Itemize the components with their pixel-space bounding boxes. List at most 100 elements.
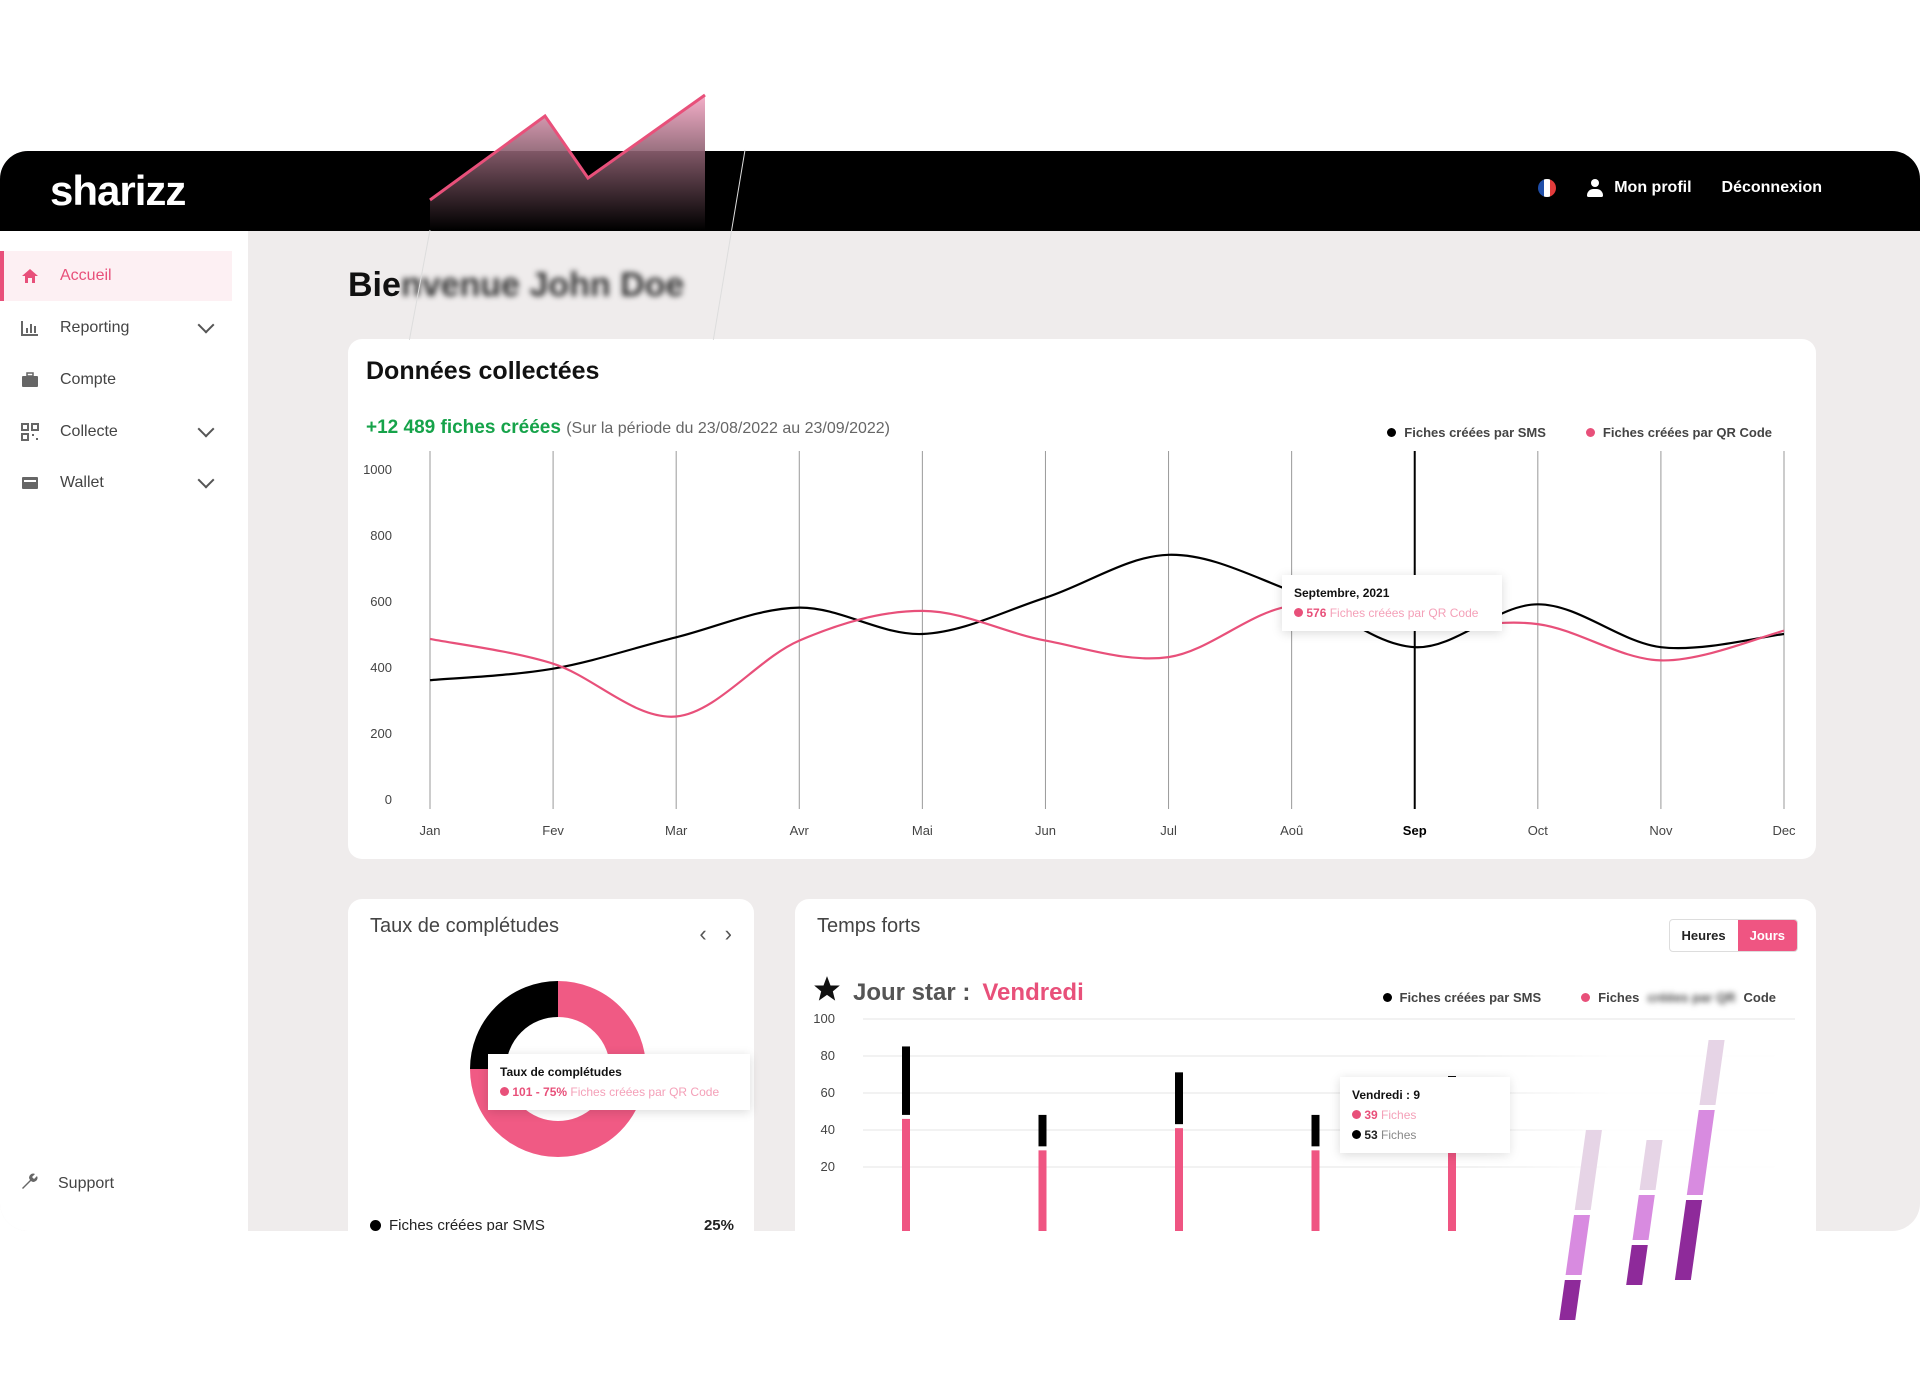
qr-series-line: [429, 604, 1785, 718]
qr-code-icon: [20, 423, 40, 441]
bar-sms: [1038, 1114, 1047, 1147]
sidebar-item-label: Compte: [60, 371, 117, 388]
legend-item-sms[interactable]: Fiches créées par SMS: [1387, 425, 1546, 440]
tooltip-label: Fiches: [1381, 1128, 1417, 1142]
bar-qr: [1038, 1150, 1047, 1231]
tooltip-dot: [500, 1087, 509, 1096]
profile-button[interactable]: Mon profil: [1586, 179, 1692, 197]
french-flag-icon[interactable]: [1538, 179, 1557, 197]
decorative-bar: [1558, 1280, 1581, 1320]
legend-item-sms[interactable]: Fiches créées par SMS: [1382, 990, 1542, 1005]
chevron-down-icon[interactable]: [197, 420, 215, 438]
sidebar: Accueil Reporting Compte Collecte: [0, 231, 248, 1231]
total-count: +12 489 fiches créées: [366, 417, 561, 438]
donut-legend: Fiches créées par SMS 25%: [370, 1217, 734, 1231]
x-tick-label: Jun: [1035, 823, 1056, 838]
sidebar-item-compte[interactable]: Compte: [0, 355, 232, 405]
chevron-left-icon[interactable]: ‹: [699, 921, 707, 946]
bar-qr: [1448, 1120, 1456, 1231]
y-tick-label: 0: [385, 792, 392, 807]
user-icon: [1586, 179, 1604, 197]
decorative-bar: [1639, 1140, 1663, 1190]
tooltip-title: Taux de complétudes: [500, 1065, 622, 1079]
y-tick-label: 40: [821, 1122, 835, 1137]
support-link[interactable]: Support: [20, 1171, 114, 1196]
line-chart[interactable]: 0 200 400 600 800 1000 Jan Fev Mar Avr Mai Jun Jul Ao…: [348, 339, 1816, 859]
decorative-bar: [1686, 1110, 1715, 1195]
legend-label: Fiches: [1598, 990, 1640, 1005]
chevron-down-icon[interactable]: [197, 316, 215, 334]
y-tick-label: 400: [370, 660, 392, 675]
bar-sms: [1311, 1114, 1320, 1147]
card-title: Taux de complétudes: [370, 915, 560, 937]
tooltip-value: 101 - 75%: [512, 1085, 568, 1099]
x-tick-label: Mai: [912, 823, 933, 838]
decorative-bar: [1699, 1040, 1725, 1105]
legend-item-qr[interactable]: Fiches créées par QR Code: [1585, 425, 1772, 440]
decorative-edge: [408, 149, 746, 340]
period-toggle: Heures Jours: [1668, 919, 1798, 952]
tooltip-label: Fiches créées par QR Code: [1329, 606, 1479, 620]
bottom-area: [0, 1231, 1920, 1385]
tooltip-label: Fiches créées par QR Code: [570, 1085, 720, 1099]
bar-legend: Fiches créées par SMS Fiches créées par Q…: [1382, 990, 1776, 1005]
legend-label: Fiches créées par QR Code: [1602, 425, 1772, 440]
sidebar-item-reporting[interactable]: Reporting: [0, 303, 232, 353]
chevron-right-icon[interactable]: ›: [724, 921, 732, 946]
star-label: Jour star :: [853, 978, 971, 1006]
y-tick-label: 60: [821, 1085, 835, 1100]
legend-label: Fiches créées par SMS: [1399, 990, 1542, 1005]
welcome-title: Bienvenue John Doe: [348, 266, 684, 305]
logo[interactable]: sharizz: [50, 167, 186, 214]
legend-item-sms: Fiches créées par SMS: [370, 1217, 545, 1231]
home-icon: [20, 267, 40, 285]
donut-tooltip: Taux de complétudes 101 - 75% Fiches cré…: [488, 1054, 750, 1110]
app-window: sharizz Mon profil Déconnexion Accueil R…: [0, 151, 1920, 1231]
tooltip-title: Vendredi : 9: [1352, 1088, 1421, 1102]
x-tick-label: Nov: [1649, 823, 1673, 838]
bar-qr: [1311, 1150, 1320, 1231]
top-bar: sharizz Mon profil Déconnexion: [0, 151, 1920, 231]
tooltip-value: 39: [1364, 1108, 1378, 1122]
sms-series-line: [429, 553, 1785, 682]
legend-label: Fiches créées par SMS: [1404, 425, 1546, 440]
y-tick-label: 100: [813, 1011, 835, 1026]
tooltip-title: Septembre, 2021: [1294, 586, 1390, 600]
total-period: (Sur la période du 23/08/2022 au 23/09/2…: [566, 420, 891, 437]
sidebar-item-collecte[interactable]: Collecte: [0, 407, 232, 457]
decorative-bar: [1674, 1200, 1703, 1280]
decorative-bar: [1632, 1195, 1655, 1240]
x-tick-label: Sep: [1403, 823, 1427, 838]
chevron-down-icon[interactable]: [197, 471, 215, 489]
legend-dot: [1585, 428, 1595, 437]
total-summary: +12 489 fiches créées (Sur la période du…: [366, 417, 890, 439]
sidebar-item-label: Accueil: [60, 267, 112, 284]
card-nav: ‹ ›: [699, 921, 732, 947]
x-tick-label: Fev: [542, 823, 564, 838]
tooltip-dot: [1294, 608, 1303, 617]
x-tick-label: Oct: [1528, 823, 1549, 838]
legend-dot: [1387, 428, 1397, 437]
x-tick-label: Aoû: [1280, 823, 1303, 838]
y-tick-label: 200: [370, 726, 392, 741]
legend-label: Code: [1743, 990, 1777, 1005]
sidebar-item-wallet[interactable]: Wallet: [0, 458, 232, 508]
donut-slice-qr: [470, 981, 646, 1157]
toggle-hours[interactable]: Heures: [1681, 928, 1726, 943]
line-chart-tooltip: Septembre, 2021 576 Fiches créées par QR…: [1282, 575, 1502, 631]
toggle-days[interactable]: Jours: [1737, 920, 1797, 951]
legend-dot: [1581, 993, 1591, 1002]
legend-dot: [1382, 993, 1392, 1002]
star-day: Jour star : Vendredi: [813, 975, 1084, 1010]
decorative-bar: [1626, 1245, 1648, 1285]
tooltip-value: 53: [1364, 1128, 1378, 1142]
sidebar-item-label: Wallet: [60, 474, 104, 491]
y-tick-label: 1000: [363, 462, 392, 477]
wrench-icon: [20, 1171, 40, 1196]
y-tick-label: 80: [821, 1048, 835, 1063]
card-title: Données collectées: [366, 357, 600, 385]
logout-button[interactable]: Déconnexion: [1721, 179, 1822, 196]
legend-item-qr[interactable]: Fiches créées par QR Code: [1581, 990, 1776, 1005]
sidebar-item-accueil[interactable]: Accueil: [0, 251, 232, 301]
chart-legend: Fiches créées par SMS Fiches créées par …: [1387, 425, 1772, 440]
